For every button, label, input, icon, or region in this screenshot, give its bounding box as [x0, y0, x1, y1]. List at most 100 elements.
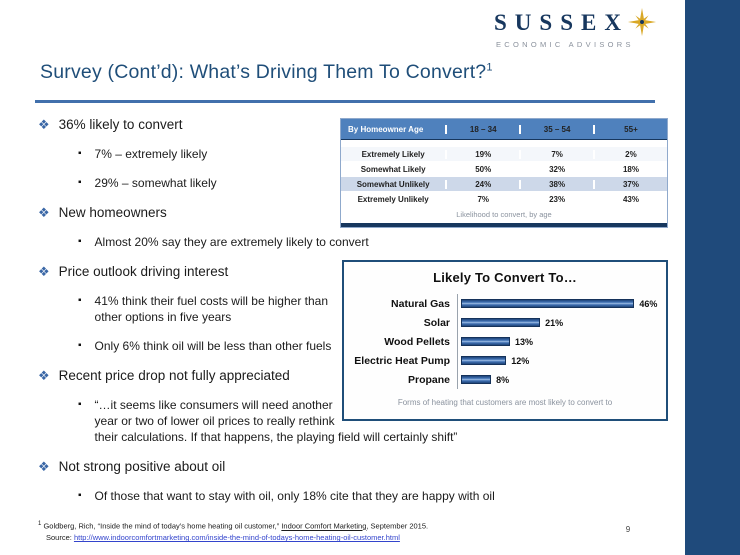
bar [461, 337, 510, 346]
list-item: ▪ Of those that want to stay with oil, on… [78, 488, 638, 504]
table-row: Somewhat Likely 50% 32% 18% [341, 161, 667, 176]
bar-value-label: 13% [514, 336, 533, 347]
list-item-text: other options in five years [94, 310, 232, 324]
list-item: ▪ 41% think their fuel costs will be high… [78, 293, 638, 325]
quote-line: their calculations. If that happens, the… [94, 430, 458, 444]
list-item-text: Almost 20% say they are extremely likely… [94, 235, 369, 249]
square-bullet-icon: ▪ [78, 295, 82, 306]
bar-row: Wood Pellets 13% [350, 332, 658, 351]
list-item: ❖ Recent price drop not fully appreciated [38, 367, 638, 384]
bar-value-label: 46% [639, 298, 658, 309]
diamond-bullet-icon: ❖ [38, 117, 50, 132]
footnote: 1 Goldberg, Rich, “Inside the mind of to… [38, 520, 598, 544]
table-header-cell: 55+ [593, 124, 667, 134]
table-cell: 32% [519, 164, 593, 174]
footnote-source-label: Source: [46, 533, 74, 543]
diamond-bullet-icon: ❖ [38, 205, 50, 220]
right-edge-accent-bar [685, 0, 740, 555]
list-item-text: 41% think their fuel costs will be highe… [94, 294, 329, 308]
table-header-row: By Homeowner Age 18 – 34 35 – 54 55+ [341, 119, 667, 140]
diamond-bullet-icon: ❖ [38, 368, 50, 383]
list-item: ❖ Not strong positive about oil [38, 458, 638, 475]
list-item: ❖ 36% likely to convert [38, 116, 638, 133]
list-item: ▪ 29% – somewhat likely [78, 175, 638, 191]
quote-line: year or two of lower oil prices to reall… [94, 414, 335, 428]
table-header-cell: 35 – 54 [519, 124, 593, 134]
square-bullet-icon: ▪ [78, 340, 82, 351]
square-bullet-icon: ▪ [78, 148, 82, 159]
list-item: ▪ Almost 20% say they are extremely likel… [78, 234, 638, 250]
table-row-label: Extremely Unlikely [357, 194, 429, 204]
source-url-link[interactable]: http://www.indoorcomfortmarketing.com/in… [73, 533, 400, 543]
page-title-text: Survey (Cont’d): What’s Driving Them To … [40, 61, 487, 83]
footnote-citation: 1 Goldberg, Rich, “Inside the mind of to… [38, 520, 598, 532]
table-cell: 2% [593, 149, 667, 159]
table-cell: 50% [445, 164, 519, 174]
convert-to-bar-chart: Likely To Convert To… Natural Gas 46% So… [342, 260, 668, 421]
bar [461, 299, 635, 308]
bar [461, 356, 507, 365]
list-item-text: Only 6% think oil will be less than othe… [94, 339, 332, 353]
list-item-text: Price outlook driving interest [58, 264, 229, 279]
table-header-cell: By Homeowner Age [348, 124, 424, 134]
list-item: ❖ Price outlook driving interest [38, 263, 638, 280]
bar-row: Solar 21% [350, 313, 658, 332]
table-row-label: Somewhat Likely [360, 164, 426, 174]
square-bullet-icon: ▪ [78, 399, 82, 410]
logo-wordmark: SUSSEX [494, 9, 629, 35]
bar-category-label: Electric Heat Pump [354, 354, 450, 367]
chart-title: Likely To Convert To… [433, 270, 577, 285]
list-item-text: New homeowners [58, 205, 167, 220]
list-item: ▪ Only 6% think oil will be less than oth… [78, 338, 638, 354]
bar [461, 318, 541, 327]
bullet-list: ❖ 36% likely to convert ▪ 7% – extremely l… [38, 116, 638, 517]
square-bullet-icon: ▪ [78, 490, 82, 501]
list-item-text: Of those that want to stay with oil, onl… [94, 489, 495, 503]
homeowner-age-table: By Homeowner Age 18 – 34 35 – 54 55+ Ext… [340, 118, 668, 228]
table-bottom-accent [341, 223, 667, 227]
chart-caption: Forms of heating that customers are most… [397, 398, 613, 407]
bar [461, 375, 492, 384]
bar-row: Natural Gas 46% [350, 294, 658, 313]
table-row-label: Somewhat Unlikely [356, 179, 430, 189]
list-item-text: 7% – extremely likely [94, 147, 208, 161]
compass-rose-icon [627, 7, 656, 37]
bar-category-label: Wood Pellets [384, 335, 450, 348]
footnote-publication: Indoor Comfort Marketing [281, 521, 367, 531]
logo-tagline: ECONOMIC ADVISORS [496, 40, 634, 49]
table-cell: 7% [445, 194, 519, 204]
list-item-text: 36% likely to convert [58, 117, 183, 132]
bar-value-label: 8% [496, 374, 510, 385]
table-cell: 24% [445, 179, 519, 189]
company-logo: SUSSEX ECONOMIC ADVISORS [494, 7, 664, 49]
bar-category-label: Propane [407, 373, 450, 386]
table-row-label: Extremely Likely [361, 149, 425, 159]
chart-plot-area: Natural Gas 46% Solar 21% Wood Pellets 1… [350, 294, 658, 389]
diamond-bullet-icon: ❖ [38, 264, 50, 279]
diamond-bullet-icon: ❖ [38, 459, 50, 474]
table-cell: 43% [593, 194, 667, 204]
footnote-source: Source: http://www.indoorcomfortmarketin… [38, 532, 598, 544]
square-bullet-icon: ▪ [78, 236, 82, 247]
table-header-cell: 18 – 34 [445, 124, 519, 134]
square-bullet-icon: ▪ [78, 177, 82, 188]
table-cell: 37% [593, 179, 667, 189]
table-row: Extremely Unlikely 7% 23% 43% [341, 191, 667, 206]
footnote-text: , September 2015. [366, 521, 429, 531]
table-cell: 19% [445, 149, 519, 159]
quote-line: “…it seems like consumers will need anot… [94, 398, 333, 412]
bar-category-label: Natural Gas [391, 297, 450, 310]
table-row: Somewhat Unlikely 24% 38% 37% [341, 176, 667, 191]
list-item: ▪ 7% – extremely likely [78, 146, 638, 162]
table-cell: 23% [519, 194, 593, 204]
bar-row: Electric Heat Pump 12% [350, 351, 658, 370]
table-cell: 38% [519, 179, 593, 189]
bar-category-label: Solar [423, 316, 450, 329]
table-cell: 7% [519, 149, 593, 159]
list-item-text: 29% – somewhat likely [94, 176, 217, 190]
bar-row: Propane 8% [350, 370, 658, 389]
list-item: ▪ “…it seems like consumers will need ano… [78, 397, 638, 445]
list-item-text: Not strong positive about oil [58, 459, 226, 474]
title-divider [35, 100, 655, 103]
